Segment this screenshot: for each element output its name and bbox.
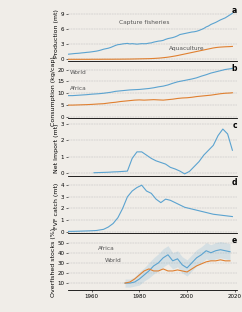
Text: b: b [232, 64, 237, 73]
Y-axis label: FVF catch (mt): FVF catch (mt) [54, 183, 59, 229]
Text: World: World [105, 258, 122, 263]
Text: Aquaculture: Aquaculture [169, 46, 205, 51]
Text: Africa: Africa [98, 246, 115, 251]
Y-axis label: Production (mt): Production (mt) [54, 9, 59, 58]
Text: d: d [232, 178, 237, 187]
Text: World: World [69, 71, 86, 76]
Y-axis label: Overfished stocks (%): Overfished stocks (%) [51, 228, 56, 297]
Text: Africa: Africa [69, 86, 86, 91]
Y-axis label: Net Import (mt): Net Import (mt) [54, 124, 59, 173]
Y-axis label: Consumption (kg/cap): Consumption (kg/cap) [51, 56, 56, 126]
Text: c: c [233, 121, 237, 130]
Text: a: a [232, 6, 237, 15]
Text: Capture fisheries: Capture fisheries [119, 20, 169, 25]
Text: e: e [232, 236, 237, 245]
